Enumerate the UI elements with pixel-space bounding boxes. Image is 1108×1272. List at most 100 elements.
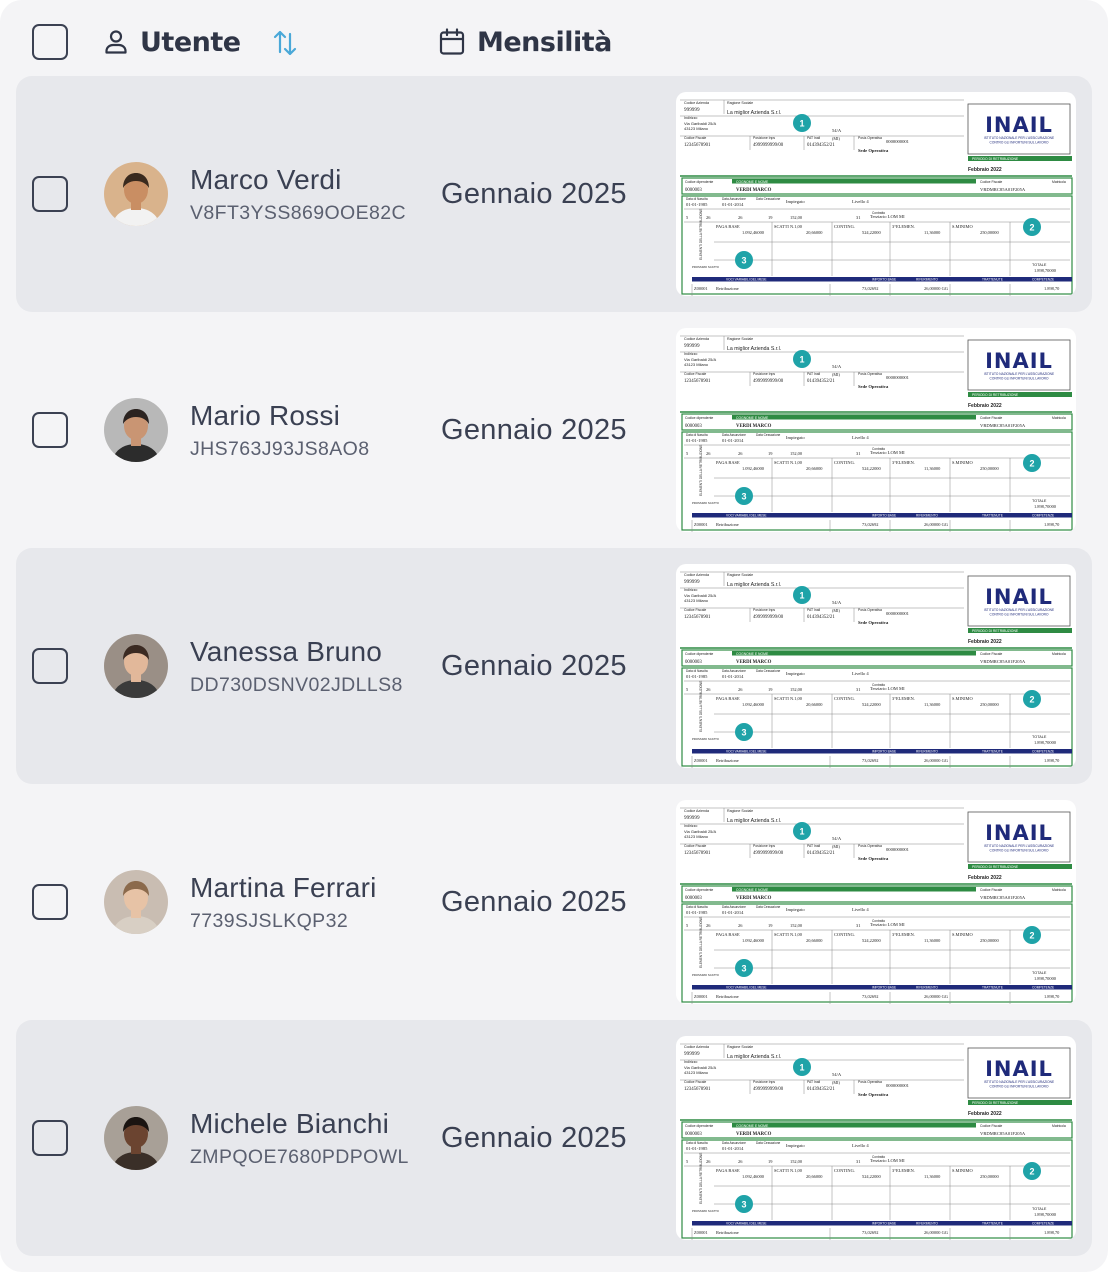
payslip-line-code: Z00001 [694,286,708,291]
inail-logo-sub: ISTITUTO NAZIONALE PER L'ASSICURAZIONE [984,1080,1054,1084]
payslip-tax-code: 12345678901 [684,379,711,384]
payslip-thumbnail[interactable]: Codice Azienda 999999 Ragione Sociale La… [676,328,1076,532]
payslip-line-comp: 1.898,70 [1044,994,1060,1000]
payslip-pos-inps: 4999999999/00 [753,143,784,148]
payslip-field-label: Data Assunzione [722,905,746,909]
inail-logo-sub: CONTRO GLI INFORTUNI SUL LAVORO [990,141,1049,145]
row-select-checkbox[interactable] [32,412,68,448]
table-row[interactable]: Michele Bianchi ZMPQOE7680PDPOWL Gennaio 2… [16,1020,1092,1256]
employee-name[interactable]: Michele Bianchi [190,1108,390,1139]
payslip-field-label: Data Cessazione [756,433,781,437]
payslip-min-value: 250,00000 [980,466,999,472]
payslip-elem-value: 11,36000 [924,466,941,472]
payslip-field-label: Codice Azienda [684,809,709,813]
payslip-field-label: PAT Inail [807,608,820,612]
marker-2-label: 2 [1029,1167,1034,1177]
payslip-field-label: Ragione Sociale [727,101,753,105]
payslip-contract: Terziario LOM MI [870,450,905,455]
payslip-min-label: S.MINIMO [952,460,973,465]
payslip-field: 54/A [832,364,842,369]
payslip-total-value: 1.898,70000 [1034,740,1057,746]
payslip-conting-label: CONTING. [834,460,855,465]
payslip-field-label: Codice Fiscale [684,136,706,140]
payslip-bar-label: VOCI VARIABILI DEL MESE [726,750,767,754]
table-row[interactable]: Mario Rossi JHS763J93JS8AO8 Gennaio 2025 C… [16,312,1092,548]
payslip-elem-label: 3°ELEMEN. [892,224,915,229]
inail-logo-sub: CONTRO GLI INFORTUNI SUL LAVORO [990,1085,1049,1089]
payslip-line-label: Retribuzione [716,522,739,527]
row-select-checkbox[interactable] [32,884,68,920]
payslip-thumbnail[interactable]: Codice Azienda 999999 Ragione Sociale La… [676,1036,1076,1240]
table-row[interactable]: Martina Ferrari 7739SJSLKQP32 Gennaio 2025… [16,784,1092,1020]
payslip-line-comp: 1.898,70 [1044,522,1060,528]
employee-name[interactable]: Martina Ferrari [190,872,377,903]
payslip-thumbnail[interactable]: Codice Azienda 999999 Ragione Sociale La… [676,564,1076,768]
payslip-emp-name: VERDI MARCO [736,188,772,193]
payslip-field-label: Contratto [872,683,885,687]
table-row[interactable]: Vanessa Bruno DD730DSNV02JDLLS8 Gennaio 20… [16,548,1092,784]
payslip-number: 26 [706,1159,711,1164]
payslip-line-base: 73,02692 [862,994,878,1000]
payslip-line-label: Retribuzione [716,1230,739,1235]
payslip-month: Gennaio 2025 [441,886,627,918]
payslip-number: 5 [686,687,689,692]
payslip-address: 43123 Milano [684,1070,709,1075]
payslip-field-label: Contratto [872,1155,885,1159]
payslip-field-label: PAT Inail [807,372,820,376]
marker-1-icon [793,586,811,604]
payslip-field-label: Codice Fiscale [684,372,706,376]
payslip-bar-label: RIFERIMENTO [916,278,938,282]
payslip-company-name: La miglior Azienda S.r.l. [727,1054,781,1060]
payslip-emp-name: VERDI MARCO [736,660,772,665]
inail-logo: INAIL [985,585,1053,609]
payslip-period-label: PERIODO DI RETRIBUZIONE [972,1101,1019,1105]
avatar [104,870,168,934]
payslip-pos-inps: 4999999999/00 [753,379,784,384]
payslip-address: Via Garibaldi 25/A [684,593,717,598]
marker-1-label: 1 [799,355,804,365]
calendar-icon [439,28,465,56]
payslip-steps-label: SCATTI N.1,00 [774,696,803,702]
payslip-total-value: 1.898,70000 [1034,1212,1057,1218]
table-row[interactable]: Marco Verdi V8FT3YSS869OOE82C Gennaio 2025… [16,76,1092,312]
employee-name[interactable]: Vanessa Bruno [190,636,382,667]
payslip-field-label: PAT Inail [807,1080,820,1084]
payslip-field-label: Matricola [1052,888,1066,892]
column-header-user[interactable]: Utente [104,24,241,60]
payslip-emp-tax: VRDMRC85A01F205A [980,659,1026,664]
payslip-total-label: TOTALE [1032,971,1047,975]
employee-name[interactable]: Mario Rossi [190,400,341,431]
employee-name[interactable]: Marco Verdi [190,164,342,195]
payslip-min-value: 250,00000 [980,702,999,708]
row-select-checkbox[interactable] [32,176,68,212]
payslip-side-label: ELEMENTI DELLA RETRIBUZIONE [699,209,703,260]
payslip-line-label: Retribuzione [716,758,739,763]
payslip-field-label: Posizione Inps [753,372,775,376]
payslip-thumbnail[interactable]: Codice Azienda 999999 Ragione Sociale La… [676,92,1076,296]
select-all-checkbox[interactable] [32,24,68,60]
sort-arrows-icon[interactable] [272,28,298,58]
marker-1-label: 1 [799,827,804,837]
payslip-bar-label: RIFERIMENTO [916,1222,938,1226]
column-month-label: Mensilità [477,26,612,58]
payslip-elem-value: 11,36000 [924,702,941,708]
payslip-field: 54/A [832,128,842,133]
avatar [104,162,168,226]
payslip-thumbnail[interactable]: Codice Azienda 999999 Ragione Sociale La… [676,800,1076,1004]
payslip-field-label: Codice Azienda [684,573,709,577]
payslip-number: 19 [768,215,773,220]
payslip-birth: 01-01-1985 [686,910,708,915]
payslip-number: 26 [706,923,711,928]
column-header-month[interactable]: Mensilità [439,24,612,60]
payslip-period: Febbraio 2022 [968,639,1002,645]
marker-2-label: 2 [1029,459,1034,469]
payslip-contract: Terziario LOM MI [870,1158,905,1163]
payslip-field-label: Matricola [1052,1124,1066,1128]
payslip-field: (MI) [832,1080,841,1085]
row-select-checkbox[interactable] [32,648,68,684]
payslip-line-comp: 1.898,70 [1044,1230,1060,1236]
row-select-checkbox[interactable] [32,1120,68,1156]
payslip-bar-label: COMPETENZE [1032,514,1054,518]
payslip-elem-label: 3°ELEMEN. [892,696,915,701]
marker-3-icon [735,959,753,977]
